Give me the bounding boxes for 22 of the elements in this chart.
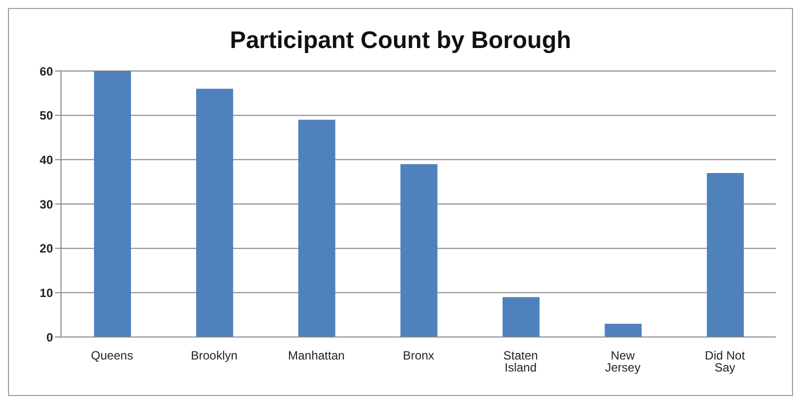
bar [94,71,131,337]
x-tick-label: Bronx [402,348,434,363]
x-tick-label: Staten Island [503,348,538,375]
x-tick-label: Queens [91,348,134,363]
bar [400,164,438,337]
bar [298,120,336,337]
y-tick-label: 60 [40,64,54,78]
chart-title: Participant Count by Borough [228,27,572,56]
x-tick-label: New Jersey [605,348,640,375]
bar [502,297,540,337]
y-tick-label: 0 [46,330,54,344]
x-tick-label: Brooklyn [190,348,238,363]
y-tick-label: 40 [40,152,54,167]
y-tick-label: 20 [40,242,54,256]
bar [196,88,234,337]
y-tick-label: 50 [40,108,54,123]
y-tick-label: 10 [40,286,54,300]
y-tick-label: 30 [40,197,54,212]
bar [706,172,744,337]
bar [604,324,642,337]
x-tick-label: Manhattan [288,348,345,363]
x-tick-label: Did Not Say [704,348,746,375]
